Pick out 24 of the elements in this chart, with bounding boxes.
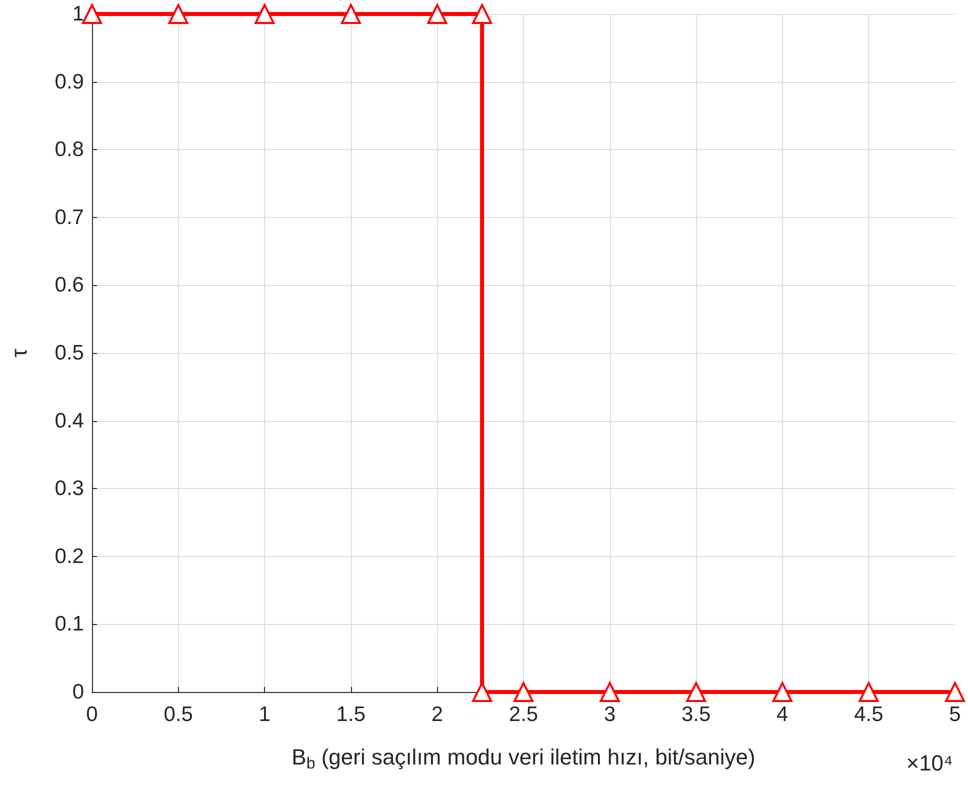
y-tick-label: 0.2	[54, 544, 84, 568]
y-tick-label: 0.5	[54, 342, 84, 364]
y-tick-label: 0.6	[54, 274, 84, 297]
y-tick-label: 1	[72, 2, 84, 26]
x-tick-label: 2	[431, 703, 444, 726]
x-tick-label: 0	[86, 703, 98, 726]
y-tick-label: 0.8	[54, 138, 84, 162]
x-tick-label: 5	[949, 703, 961, 726]
x-tick-label: 3	[604, 703, 616, 726]
y-tick-label: 0.7	[54, 206, 84, 229]
x-tick-label: 1.5	[336, 703, 366, 726]
text: ×10⁴	[906, 750, 954, 776]
y-tick-label: 0.9	[54, 70, 84, 94]
y-tick-label: 0.1	[54, 612, 84, 636]
x-tick-label: 0.5	[164, 703, 193, 726]
x-tick-label: 3.5	[682, 703, 711, 726]
x-tick-label: 4	[776, 703, 789, 726]
x-tick-label: 1	[258, 703, 270, 726]
y-axis-title: τ	[6, 348, 32, 358]
x-tick-label: 2.5	[508, 703, 538, 726]
x-tick-label: 4.5	[854, 703, 884, 726]
y-tick-label: 0.3	[54, 477, 84, 500]
y-tick-label: 0.4	[54, 409, 84, 432]
y-tick-label: 0	[72, 680, 84, 704]
